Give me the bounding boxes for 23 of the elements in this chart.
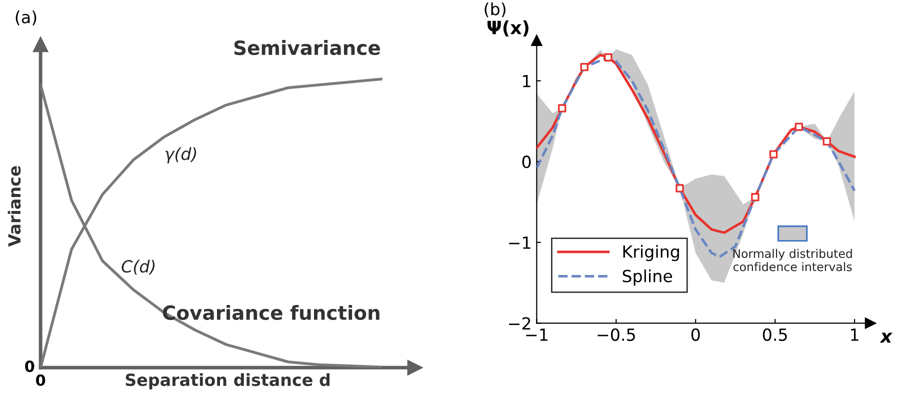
- legend-label: Spline: [622, 269, 672, 286]
- y-axis-title: Ψ(x): [488, 20, 528, 36]
- x-tick-label: 0.5: [762, 328, 787, 341]
- y-tick-label: −1: [509, 236, 530, 249]
- text: 0: [36, 374, 46, 386]
- annotation: Normally distributed confidence intervals: [733, 248, 852, 272]
- x-axis-title: x: [880, 332, 893, 343]
- series-label: Covariance function: [162, 304, 380, 320]
- y-tick-label: 0: [522, 156, 531, 168]
- series-label: Semivariance: [234, 40, 380, 56]
- text: 0: [25, 360, 34, 372]
- y-axis-title: Variance: [8, 166, 21, 247]
- y-tick-label: −2: [509, 317, 530, 330]
- annotation: C(d): [122, 260, 155, 275]
- legend-label: Kriging: [623, 244, 679, 262]
- chart-title: (b): [484, 2, 506, 18]
- y-tick-label: 1: [523, 74, 530, 88]
- chart-title: (a): [16, 10, 36, 26]
- x-axis-title: Separation distance d: [126, 373, 330, 390]
- x-tick-label: −0.5: [598, 328, 635, 341]
- x-tick-label: 1: [851, 328, 858, 341]
- x-tick-label: 0: [691, 328, 700, 341]
- annotation: γ(d): [166, 147, 196, 164]
